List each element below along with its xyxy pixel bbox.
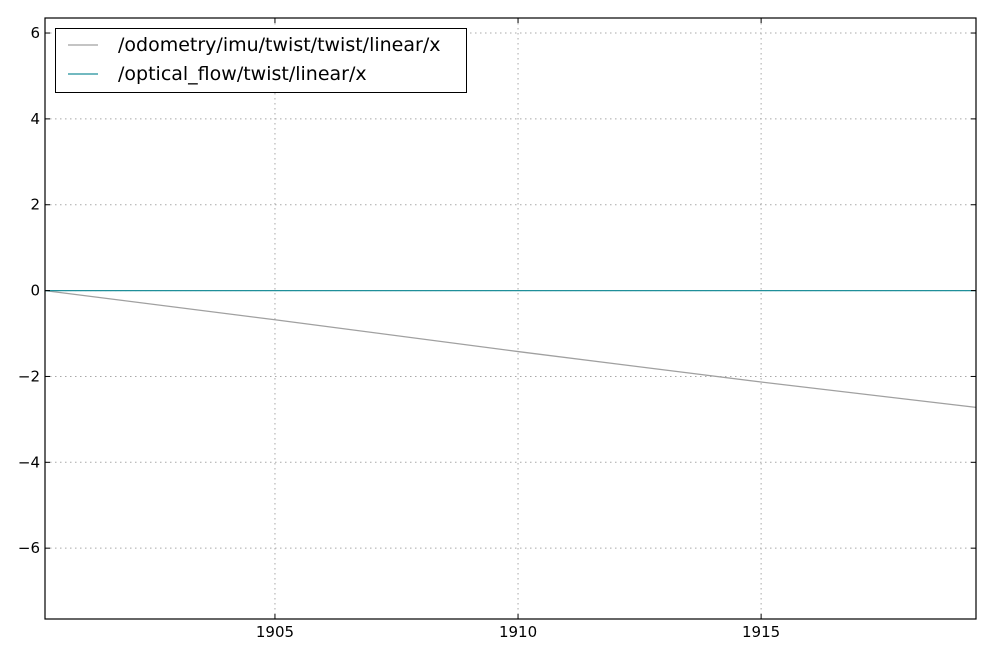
legend-box — [55, 28, 467, 93]
plot-area-frame — [44, 17, 977, 620]
axis-ticks: 1905 1910 1915 −6 −4 −2 0 2 4 6 — [18, 18, 976, 641]
legend: /odometry/imu/twist/twist/linear/x/optic… — [55, 28, 467, 93]
y-tick-label: −2 — [18, 367, 40, 385]
y-tick-label: 4 — [30, 110, 40, 128]
legend-label: /optical_flow/twist/linear/x — [118, 63, 367, 85]
y-tick-label: −4 — [18, 453, 40, 471]
y-tick-label: −6 — [18, 539, 40, 557]
legend-label: /odometry/imu/twist/twist/linear/x — [118, 34, 440, 56]
grid-lines — [45, 18, 976, 619]
series-lines — [44, 289, 977, 409]
y-tick-label: 0 — [30, 282, 40, 300]
y-tick-label: 2 — [30, 196, 40, 214]
x-tick-label: 1915 — [742, 623, 780, 641]
x-tick-label: 1910 — [499, 623, 537, 641]
series-line-1 — [44, 289, 977, 409]
x-tick-label: 1905 — [256, 623, 294, 641]
y-tick-label: 6 — [30, 24, 40, 42]
